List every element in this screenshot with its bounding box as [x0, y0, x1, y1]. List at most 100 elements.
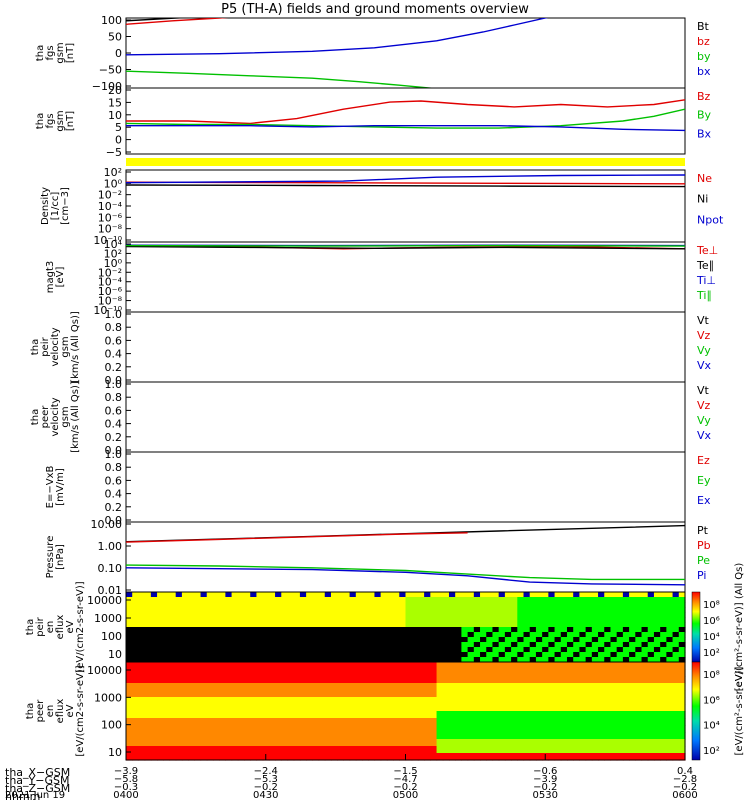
spectrogram-cell	[256, 622, 263, 628]
spectrogram-cell	[524, 690, 531, 698]
spectrogram-cell	[412, 647, 419, 653]
spectrogram-cell	[499, 753, 506, 761]
spectrogram-cell	[356, 602, 363, 608]
spectrogram-cell	[250, 632, 257, 638]
spectrogram-cell	[219, 725, 226, 733]
spectrogram-cell	[449, 637, 456, 643]
spectrogram-cell	[287, 676, 294, 684]
spectrogram-cell	[169, 602, 176, 608]
spectrogram-cell	[343, 642, 350, 648]
spectrogram-cell	[238, 647, 245, 653]
spectrogram-cell	[660, 627, 667, 633]
spectrogram-cell	[461, 642, 468, 648]
spectrogram-cell	[567, 683, 574, 691]
spectrogram-cell	[169, 592, 176, 598]
spectrogram-cell	[542, 690, 549, 698]
spectrogram-cell	[244, 725, 251, 733]
spectrogram-cell	[635, 753, 642, 761]
spectrogram-cell	[579, 739, 586, 747]
spectrogram-cell	[343, 669, 350, 677]
spectrogram-cell	[430, 718, 437, 726]
spectrogram-cell	[145, 592, 152, 598]
spectrogram-cell	[300, 597, 307, 603]
spectrogram-cell	[368, 612, 375, 618]
spectrogram-cell	[393, 617, 400, 623]
spectrogram-cell	[145, 697, 152, 705]
spectrogram-cell	[635, 632, 642, 638]
spectrogram-cell	[399, 683, 406, 691]
spectrogram-cell	[586, 647, 593, 653]
spectrogram-cell	[524, 732, 531, 740]
spectrogram-cell	[169, 739, 176, 747]
spectrogram-cell	[294, 669, 301, 677]
spectrogram-cell	[169, 637, 176, 643]
legend-entry: Vy	[697, 344, 711, 357]
spectrogram-cell	[163, 753, 170, 761]
spectrogram-cell	[579, 607, 586, 613]
spectrogram-cell	[157, 622, 164, 628]
spectrogram-cell	[468, 711, 475, 719]
spectrogram-cell	[586, 676, 593, 684]
spectrogram-cell	[275, 617, 282, 623]
spectrogram-cell	[586, 711, 593, 719]
spectrogram-cell	[505, 597, 512, 603]
spectrogram-cell	[598, 676, 605, 684]
spectrogram-cell	[486, 753, 493, 761]
spectrogram-cell	[461, 647, 468, 653]
spectrogram-cell	[350, 676, 357, 684]
spectrogram-cell	[567, 753, 574, 761]
spectrogram-cell	[548, 617, 555, 623]
y-tick-label: 20	[108, 84, 122, 97]
spectrogram-cell	[555, 607, 562, 613]
spectrogram-cell	[542, 592, 549, 598]
spectrogram-cell	[207, 637, 214, 643]
spectrogram-cell	[213, 669, 220, 677]
spectrogram-cell	[604, 607, 611, 613]
spectrogram-cell	[188, 690, 195, 698]
spectrogram-cell	[182, 642, 189, 648]
spectrogram-cell	[573, 622, 580, 628]
spectrogram-cell	[617, 632, 624, 638]
spectrogram-cell	[579, 597, 586, 603]
spectrogram-cell	[331, 725, 338, 733]
spectrogram-cell	[225, 617, 232, 623]
spectrogram-cell	[524, 592, 531, 598]
spectrogram-cell	[281, 622, 288, 628]
spectrogram-cell	[579, 652, 586, 658]
spectrogram-cell	[126, 690, 133, 698]
spectrogram-cell	[176, 642, 183, 648]
spectrogram-cell	[381, 718, 388, 726]
spectrogram-cell	[325, 704, 332, 712]
spectrogram-cell	[312, 627, 319, 633]
spectrogram-cell	[586, 597, 593, 603]
spectrogram-cell	[356, 617, 363, 623]
spectrogram-cell	[281, 597, 288, 603]
spectrogram-cell	[225, 669, 232, 677]
spectrogram-cell	[579, 718, 586, 726]
x-tick-label: 0600	[672, 790, 697, 800]
spectrogram-cell	[300, 662, 307, 670]
spectrogram-cell	[561, 617, 568, 623]
spectrogram-cell	[374, 617, 381, 623]
spectrogram-cell	[468, 627, 475, 633]
spectrogram-cell	[654, 718, 661, 726]
spectrogram-cell	[368, 676, 375, 684]
spectrogram-cell	[486, 683, 493, 691]
spectrogram-cell	[176, 612, 183, 618]
spectrogram-cell	[232, 602, 239, 608]
y-tick-label: 0.10	[98, 562, 123, 575]
spectrogram-cell	[194, 676, 201, 684]
spectrogram-cell	[517, 725, 524, 733]
spectrogram-cell	[145, 704, 152, 712]
spectrogram-cell	[579, 753, 586, 761]
spectrogram-cell	[499, 627, 506, 633]
spectrogram-cell	[418, 718, 425, 726]
spectrogram-cell	[468, 697, 475, 705]
spectrogram-cell	[275, 612, 282, 618]
spectrogram-cell	[486, 711, 493, 719]
spectrogram-cell	[256, 690, 263, 698]
spectrogram-cell	[157, 627, 164, 633]
spectrogram-cell	[306, 697, 313, 705]
spectrogram-cell	[673, 739, 680, 747]
spectrogram-cell	[505, 753, 512, 761]
